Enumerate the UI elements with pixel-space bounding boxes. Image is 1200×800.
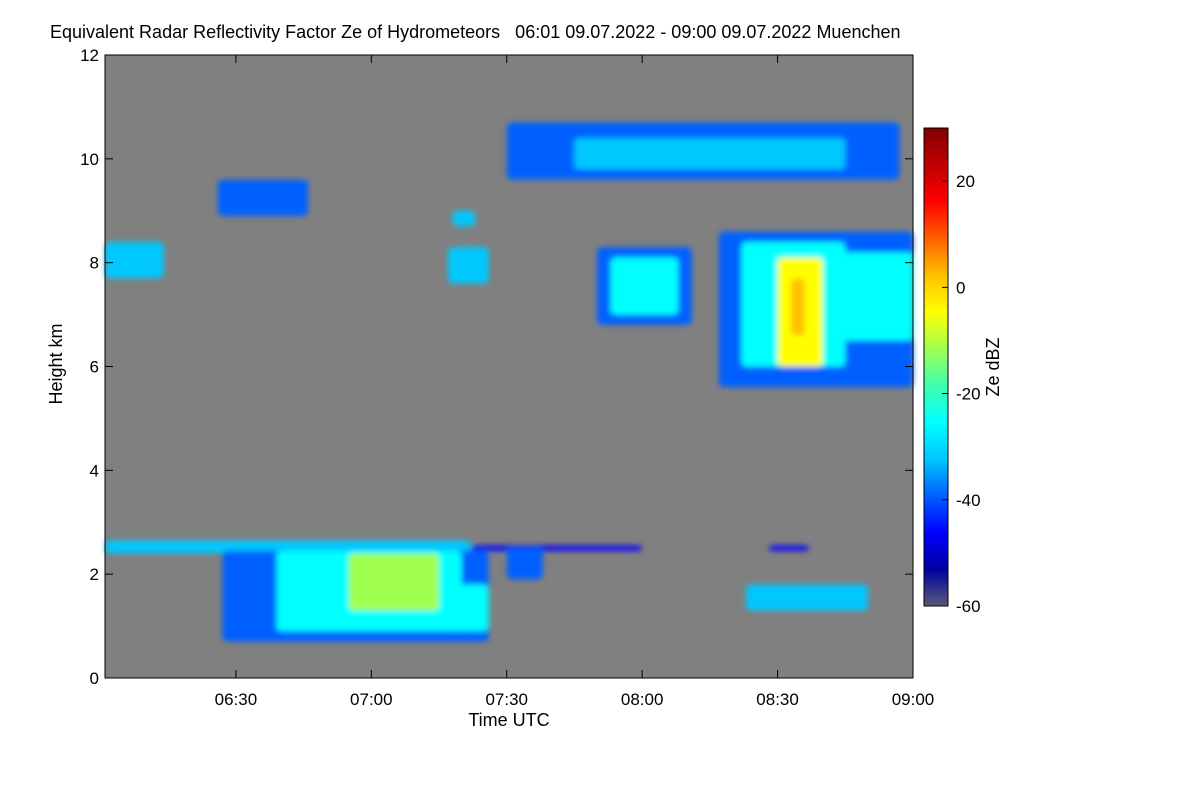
colorbar (923, 127, 949, 607)
echo-mid-level-cell-0800-core (610, 257, 679, 315)
y-tick-label: 2 (90, 565, 99, 584)
echo-layer (105, 122, 913, 642)
x-axis-title: Time UTC (468, 710, 549, 730)
y-axis-title: Height km (46, 323, 66, 404)
colorbar-tick-label: -60 (956, 597, 981, 616)
echo-low-level-melting-layer-edge (470, 545, 643, 551)
echo-speckle-0835-low (745, 584, 868, 611)
echo-patch-0725-9km (452, 210, 476, 227)
echo-low-level-fragment-0745 (506, 548, 543, 580)
x-tick-label: 06:30 (215, 690, 258, 709)
echo-low-level-trailing-cell (448, 584, 489, 632)
colorbar-tick-label: 20 (956, 172, 975, 191)
echo-mid-level-cell-0845 (831, 252, 913, 341)
echo-patch-0725-8km (448, 247, 489, 284)
colorbar-tick-label: -40 (956, 491, 981, 510)
echo-stray-0830-2-5km (768, 545, 810, 551)
echo-mid-level-cell-0830-peak (791, 278, 805, 336)
echo-low-level-virga-core (348, 553, 440, 611)
echo-low-level-cloud-base-layer (105, 540, 471, 554)
echo-cirrus-0630-patch (217, 179, 309, 216)
y-tick-label: 10 (80, 150, 99, 169)
y-tick-label: 8 (90, 254, 99, 273)
echo-cirrus-0610-patch (105, 241, 164, 279)
colorbar-ticks: 20 0 -20 -40 -60 (942, 172, 981, 616)
x-tick-label: 08:30 (756, 690, 799, 709)
axis-ticks: 06:30 07:00 07:30 08:00 08:30 09:00 0 2 4 6 8 10 12 (80, 46, 934, 709)
x-tick-label: 08:00 (621, 690, 664, 709)
y-tick-label: 12 (80, 46, 99, 65)
colorbar-title: Ze dBZ (983, 337, 1003, 396)
colorbar-tick-label: 0 (956, 278, 965, 297)
x-tick-label: 07:30 (485, 690, 528, 709)
y-tick-label: 6 (90, 358, 99, 377)
x-tick-label: 09:00 (892, 690, 935, 709)
y-tick-label: 0 (90, 669, 99, 688)
colorbar-tick-label: -20 (956, 385, 981, 404)
y-tick-label: 4 (90, 461, 99, 480)
echo-cirrus-upper-band-core (574, 138, 846, 170)
x-tick-label: 07:00 (350, 690, 393, 709)
chart-title: Equivalent Radar Reflectivity Factor Ze … (50, 22, 901, 42)
